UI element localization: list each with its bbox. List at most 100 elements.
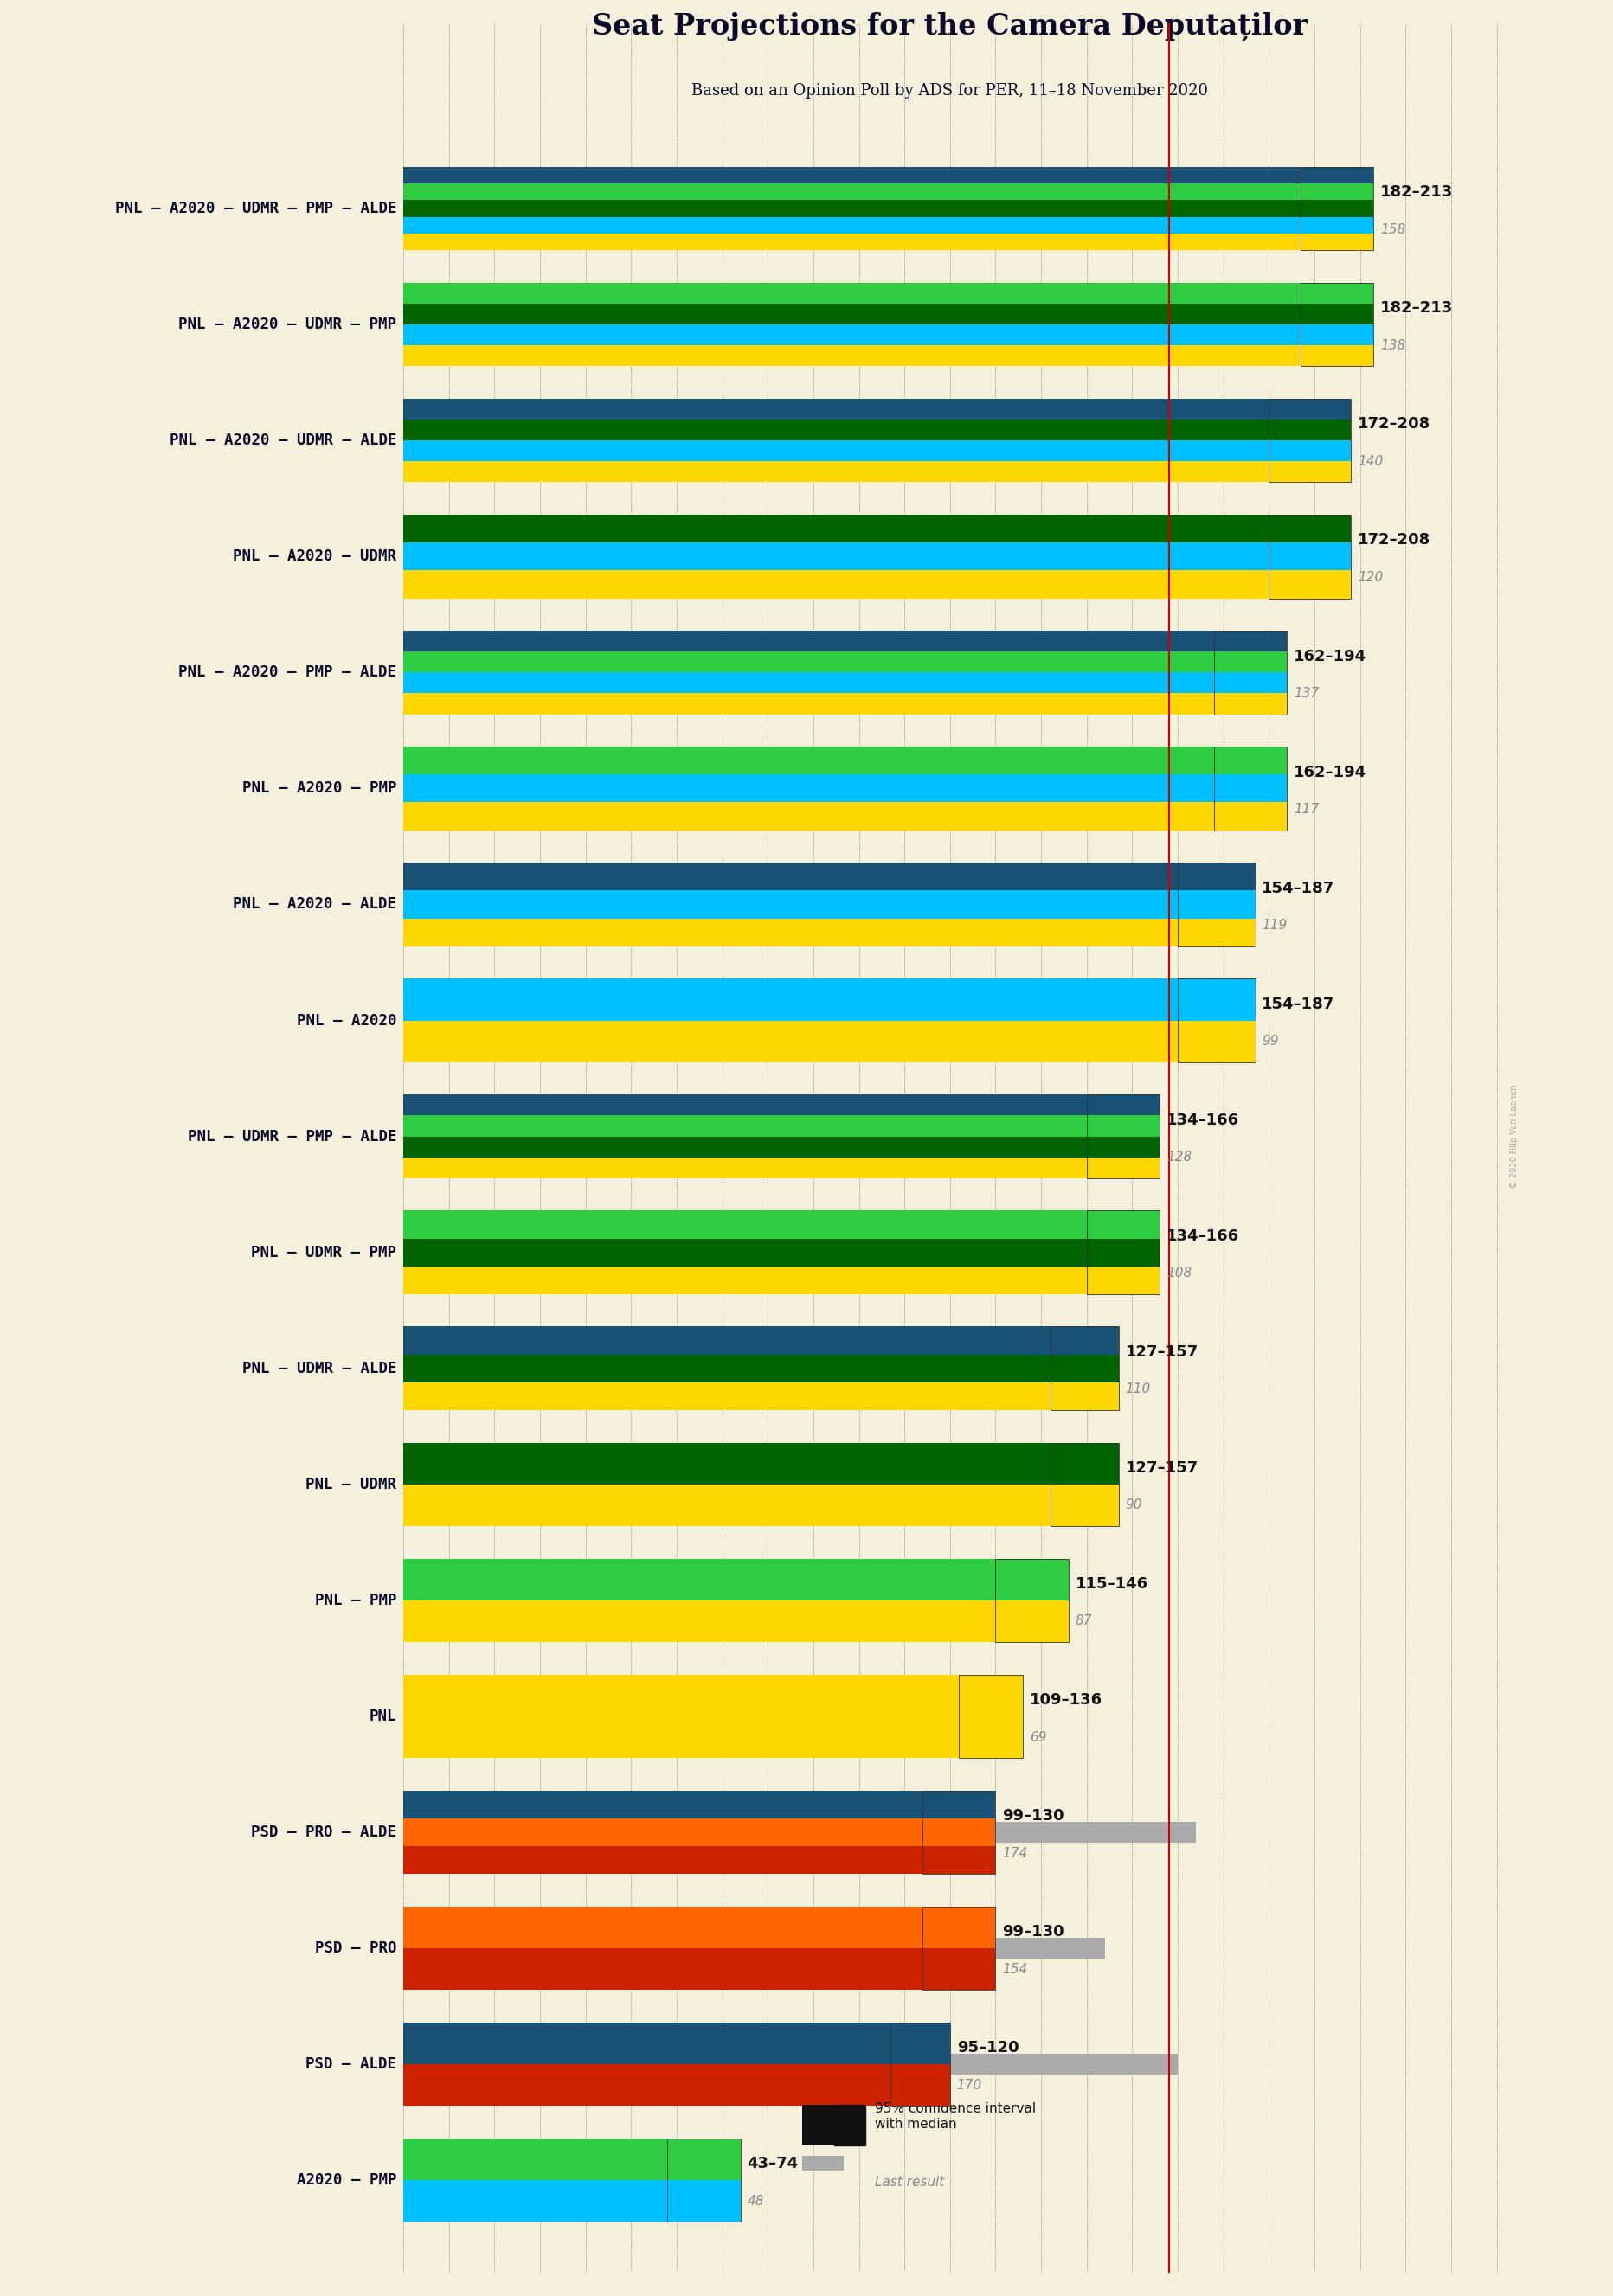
Bar: [1269, 441, 1350, 461]
Bar: [403, 303, 1300, 324]
Bar: [403, 546, 950, 567]
Bar: [960, 1674, 1023, 1759]
Bar: [403, 2170, 623, 2190]
Bar: [403, 1355, 1050, 1382]
Bar: [1087, 1095, 1160, 1116]
Bar: [1215, 801, 1287, 831]
Bar: [1215, 652, 1287, 673]
Bar: [1300, 234, 1374, 250]
Bar: [1300, 184, 1374, 200]
Text: 95% confidence interval
with median: 95% confidence interval with median: [874, 2103, 1036, 2131]
Bar: [1087, 1238, 1160, 1267]
Bar: [1300, 168, 1374, 250]
Bar: [403, 1474, 813, 1495]
Bar: [1177, 891, 1255, 918]
Text: 127–157: 127–157: [1126, 1345, 1198, 1359]
Bar: [403, 1327, 1050, 1355]
Text: 120: 120: [1358, 572, 1382, 583]
Bar: [1215, 774, 1287, 801]
Bar: [1269, 514, 1350, 542]
Bar: [1300, 200, 1374, 216]
Text: 154–187: 154–187: [1261, 996, 1336, 1013]
Bar: [923, 1791, 995, 1818]
Text: 108: 108: [1166, 1267, 1192, 1279]
Bar: [403, 1821, 1195, 1844]
Bar: [403, 746, 1215, 774]
Bar: [403, 2064, 890, 2105]
Bar: [403, 315, 1032, 335]
Bar: [403, 1791, 923, 1818]
Text: PNL – UDMR: PNL – UDMR: [305, 1476, 397, 1492]
Bar: [923, 1818, 995, 1846]
Text: 182–213: 182–213: [1381, 301, 1453, 317]
Bar: [403, 197, 1123, 218]
Text: 115–146: 115–146: [1076, 1577, 1148, 1591]
Text: 87: 87: [1076, 1614, 1092, 1628]
Text: PSD – ALDE: PSD – ALDE: [305, 2057, 397, 2071]
Text: PNL: PNL: [369, 1708, 397, 1724]
Bar: [1087, 1137, 1160, 1157]
Bar: [403, 400, 1269, 420]
Text: PNL – A2020 – UDMR: PNL – A2020 – UDMR: [232, 549, 397, 565]
Bar: [1215, 631, 1287, 714]
Text: PNL – A2020 – UDMR – PMP – ALDE: PNL – A2020 – UDMR – PMP – ALDE: [115, 200, 397, 216]
Bar: [1269, 400, 1350, 420]
Text: 170: 170: [957, 2078, 982, 2092]
Bar: [403, 1442, 1050, 1483]
Text: PNL – UDMR – ALDE: PNL – UDMR – ALDE: [242, 1362, 397, 1375]
Bar: [1215, 673, 1287, 693]
Bar: [403, 2138, 668, 2181]
Bar: [1087, 1210, 1160, 1295]
Text: PNL – A2020: PNL – A2020: [297, 1013, 397, 1029]
Bar: [1215, 746, 1287, 774]
Text: PNL – A2020 – PMP: PNL – A2020 – PMP: [242, 781, 397, 797]
Bar: [403, 1095, 1087, 1116]
Text: 48: 48: [747, 2195, 765, 2209]
Bar: [403, 893, 945, 914]
Bar: [668, 2138, 740, 2181]
Text: 43–74: 43–74: [747, 2156, 798, 2172]
Bar: [403, 1559, 995, 1600]
Bar: [668, 2181, 740, 2223]
Text: PNL – A2020 – ALDE: PNL – A2020 – ALDE: [232, 898, 397, 912]
Text: 154: 154: [1002, 1963, 1027, 1975]
Bar: [1087, 1267, 1160, 1295]
Text: PNL – A2020 – UDMR – PMP: PNL – A2020 – UDMR – PMP: [179, 317, 397, 333]
Text: 172–208: 172–208: [1358, 533, 1431, 549]
Bar: [1050, 1327, 1118, 1355]
Bar: [403, 631, 1215, 652]
Bar: [403, 1116, 1087, 1137]
Text: Based on an Opinion Poll by ADS for PER, 11–18 November 2020: Based on an Opinion Poll by ADS for PER,…: [692, 83, 1208, 99]
Text: 95–120: 95–120: [957, 2041, 1019, 2055]
Bar: [1087, 1210, 1160, 1238]
Bar: [403, 652, 1215, 673]
Bar: [850, 2105, 866, 2144]
Bar: [1050, 1355, 1118, 1382]
Bar: [403, 420, 1269, 441]
Bar: [403, 1357, 905, 1380]
Text: Seat Projections for the Camera Deputaților: Seat Projections for the Camera Deputați…: [592, 11, 1308, 41]
Bar: [923, 1791, 995, 1874]
Bar: [403, 514, 1269, 542]
Text: 128: 128: [1166, 1150, 1192, 1164]
Text: 174: 174: [1002, 1846, 1027, 1860]
Text: 109–136: 109–136: [1029, 1692, 1103, 1708]
Text: 138: 138: [1381, 340, 1407, 351]
Text: 90: 90: [1126, 1499, 1142, 1511]
Bar: [403, 774, 1215, 801]
Text: 137: 137: [1294, 687, 1319, 700]
Bar: [403, 1846, 923, 1874]
Bar: [403, 918, 1177, 946]
Text: PNL – PMP: PNL – PMP: [315, 1593, 397, 1607]
Text: PSD – PRO – ALDE: PSD – PRO – ALDE: [252, 1825, 397, 1839]
Bar: [403, 184, 1300, 200]
Bar: [403, 429, 1040, 450]
Bar: [1050, 1442, 1118, 1527]
Bar: [1087, 1095, 1160, 1178]
Bar: [923, 1846, 995, 1874]
Text: PSD – PRO: PSD – PRO: [315, 1940, 397, 1956]
Bar: [995, 1559, 1068, 1642]
Bar: [403, 569, 1269, 599]
Text: 127–157: 127–157: [1126, 1460, 1198, 1476]
Bar: [403, 1210, 1087, 1238]
